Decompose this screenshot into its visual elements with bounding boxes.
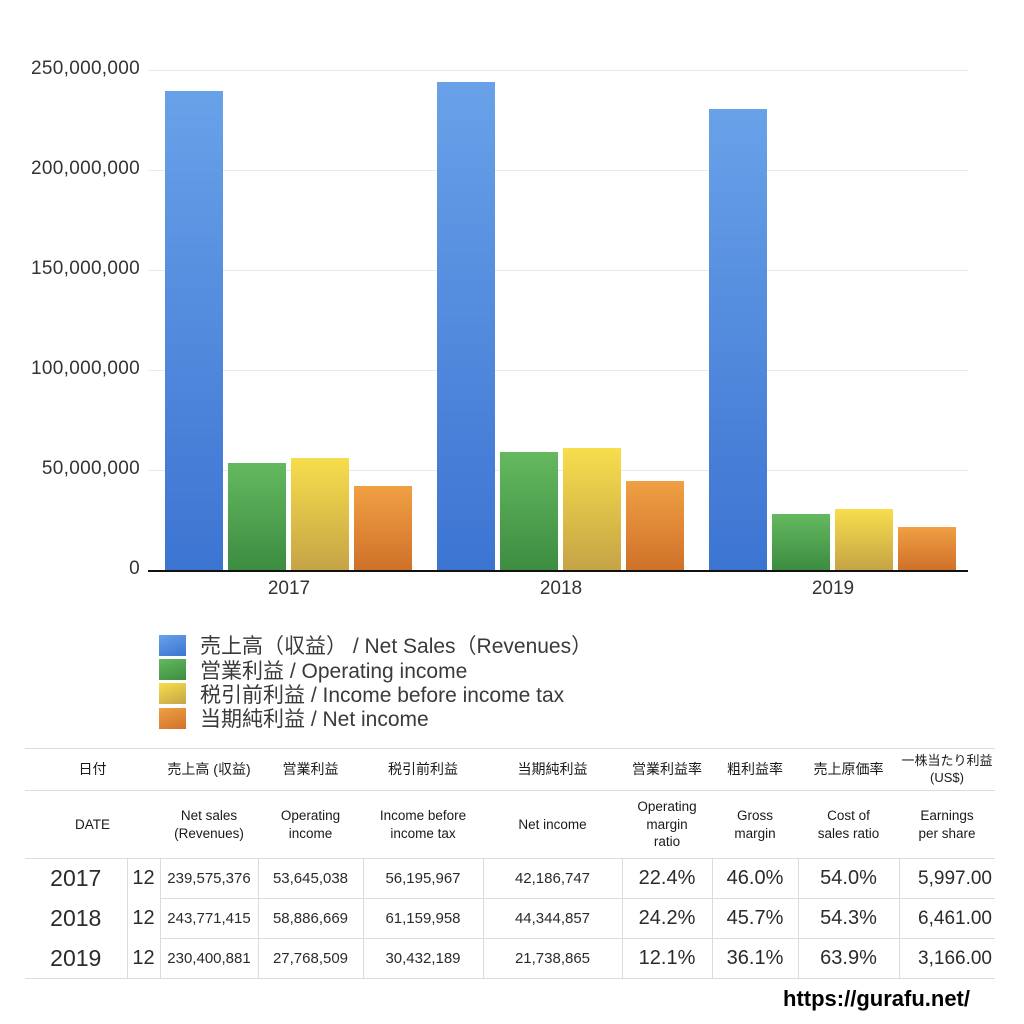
bar-net-sales-2018 (437, 82, 495, 570)
bar-operating-income-2017 (228, 463, 286, 570)
bar-net-income-2018 (626, 481, 684, 570)
gridline (148, 270, 968, 271)
gridline (148, 370, 968, 371)
net-income-cell: 21,738,865 (482, 938, 622, 979)
cost-of-sales-cell: 63.9% (797, 938, 899, 979)
income-before-tax-cell: 56,195,967 (362, 858, 483, 899)
legend-label: 営業利益 / Operating income (200, 659, 468, 683)
y-axis-tick-label: 150,000,000 (31, 258, 140, 279)
column-header: Gross margin (712, 790, 798, 859)
net-sales-cell: 243,771,415 (159, 898, 258, 939)
bar-net-sales-2017 (165, 91, 223, 570)
financial-table: 日付 売上高 (収益) 営業利益 税引前利益 当期純利益 営業利益率 粗利益率 売上原価率 一株… (25, 748, 995, 979)
y-axis-tick-label: 50,000,000 (41, 458, 140, 479)
operating-margin-cell: 22.4% (621, 858, 712, 899)
income-before-tax-cell: 30,432,189 (362, 938, 483, 979)
net-sales-cell: 239,575,376 (159, 858, 258, 899)
gross-margin-cell: 45.7% (711, 898, 798, 939)
bar-income-before-income-tax-2019 (835, 509, 893, 570)
net-income-cell: 42,186,747 (482, 858, 622, 899)
bar-income-before-income-tax-2018 (563, 448, 621, 570)
net-sales-cell: 230,400,881 (159, 938, 258, 979)
cost-of-sales-cell: 54.0% (797, 858, 899, 899)
legend-swatch-operating-income (159, 659, 186, 681)
legend-swatch-income-before-income-tax (159, 683, 186, 705)
y-axis-tick-label: 200,000,000 (31, 158, 140, 179)
legend-item-income-before-income-tax: 税引前利益 / Income before income tax (159, 682, 592, 707)
column-header: Operating margin ratio (622, 790, 712, 859)
operating-margin-cell: 24.2% (621, 898, 712, 939)
year-cell: 2018 (50, 905, 102, 931)
income-before-tax-cell: 61,159,958 (362, 898, 483, 939)
legend-item-operating-income: 営業利益 / Operating income (159, 657, 592, 683)
operating-margin-cell: 12.1% (621, 938, 712, 979)
y-axis-tick-label: 100,000,000 (31, 358, 140, 379)
table-header: 日付 売上高 (収益) 営業利益 税引前利益 当期純利益 営業利益率 粗利益率 売上原価率 一株… (25, 748, 995, 859)
column-header: 当期純利益 (483, 748, 622, 791)
x-axis-tick-label: 2018 (539, 578, 583, 599)
column-header: 一株当たり利益 (US$) (899, 748, 995, 791)
cost-of-sales-cell: 54.3% (797, 898, 899, 939)
y-axis-tick-label: 250,000,000 (31, 58, 140, 79)
column-header: 営業利益率 (622, 748, 712, 791)
bar-net-income-2017 (354, 486, 412, 570)
month-cell: 12 (126, 898, 160, 939)
operating-income-cell: 53,645,038 (257, 858, 363, 899)
column-header: Net income (483, 790, 622, 859)
operating-income-cell: 27,768,509 (257, 938, 363, 979)
year-cell: 2017 (50, 865, 102, 892)
x-axis-line (148, 570, 968, 572)
y-axis-tick-label: 0 (129, 558, 140, 579)
bar-operating-income-2019 (772, 514, 830, 570)
legend-swatch-net-sales (159, 634, 186, 656)
bar-chart: 0 50,000,000 100,000,000 150,000,000 200,000… (31, 58, 968, 599)
net-income-cell: 44,344,857 (482, 898, 622, 939)
table-en-header-row: DATE Net sales (Revenues) Operating income… (25, 790, 995, 859)
year-cell: 2019 (25, 938, 127, 979)
column-header: 税引前利益 (363, 748, 483, 791)
column-header: 日付 (25, 748, 160, 791)
table-row: 2019 12 230,400,881 27,768,509 30,432,189 21,… (25, 938, 995, 979)
x-axis-tick-label: 2017 (267, 578, 311, 599)
month-cell: 12 (126, 938, 160, 979)
legend-label: 売上高（収益） / Net Sales（Revenues） (200, 635, 593, 659)
eps-cell: 5,997.00 (898, 858, 995, 899)
legend-label: 当期純利益 / Net income (200, 708, 429, 732)
legend-item-net-sales: 売上高（収益） / Net Sales（Revenues） (159, 633, 593, 659)
eps-cell: 6,461.00 (898, 898, 995, 939)
gridline (148, 170, 968, 171)
column-header: Operating income (258, 790, 363, 859)
table-jp-header-row: 日付 売上高 (収益) 営業利益 税引前利益 当期純利益 営業利益率 粗利益率 売上原価率 一株… (25, 748, 995, 791)
footer-link[interactable]: https://gurafu.net/ (783, 986, 970, 1011)
gridline (148, 70, 968, 71)
operating-income-cell: 58,886,669 (257, 898, 363, 939)
gross-margin-cell: 36.1% (711, 938, 798, 979)
legend-label: 税引前利益 / Income before income tax (200, 683, 565, 707)
bar-net-sales-2019 (709, 109, 767, 570)
column-header: Net sales (Revenues) (160, 790, 258, 859)
table-row: 2018 12 243,771,415 58,886,669 61,159,958 44,… (25, 898, 995, 939)
column-header: Earnings per share (899, 790, 995, 859)
column-header: Cost of sales ratio (798, 790, 899, 859)
month-cell: 12 (126, 858, 160, 899)
table-body: 2017 12 239,575,376 53,645,038 56,195,967 42,… (25, 858, 995, 979)
bar-operating-income-2018 (500, 452, 558, 570)
column-header: Income before income tax (363, 790, 483, 859)
gross-margin-cell: 46.0% (711, 858, 798, 899)
table-row: 2017 12 239,575,376 53,645,038 56,195,967 42,… (25, 858, 995, 899)
legend-swatch-net-income (159, 707, 186, 729)
gridline (148, 470, 968, 471)
legend-item-net-income: 当期純利益 / Net income (159, 706, 592, 732)
x-axis-tick-label: 2019 (811, 578, 855, 599)
column-header: 売上高 (収益) (160, 748, 258, 791)
column-header: 売上原価率 (798, 748, 899, 791)
column-header: DATE (25, 790, 160, 859)
column-header: 営業利益 (258, 748, 363, 791)
chart-legend: 売上高（収益） / Net Sales（Revenues） 営業利益 / Oper… (159, 633, 592, 731)
column-header: 粗利益率 (712, 748, 798, 791)
eps-cell: 3,166.00 (898, 938, 995, 979)
bar-net-income-2019 (898, 527, 956, 570)
bar-income-before-income-tax-2017 (291, 458, 349, 570)
